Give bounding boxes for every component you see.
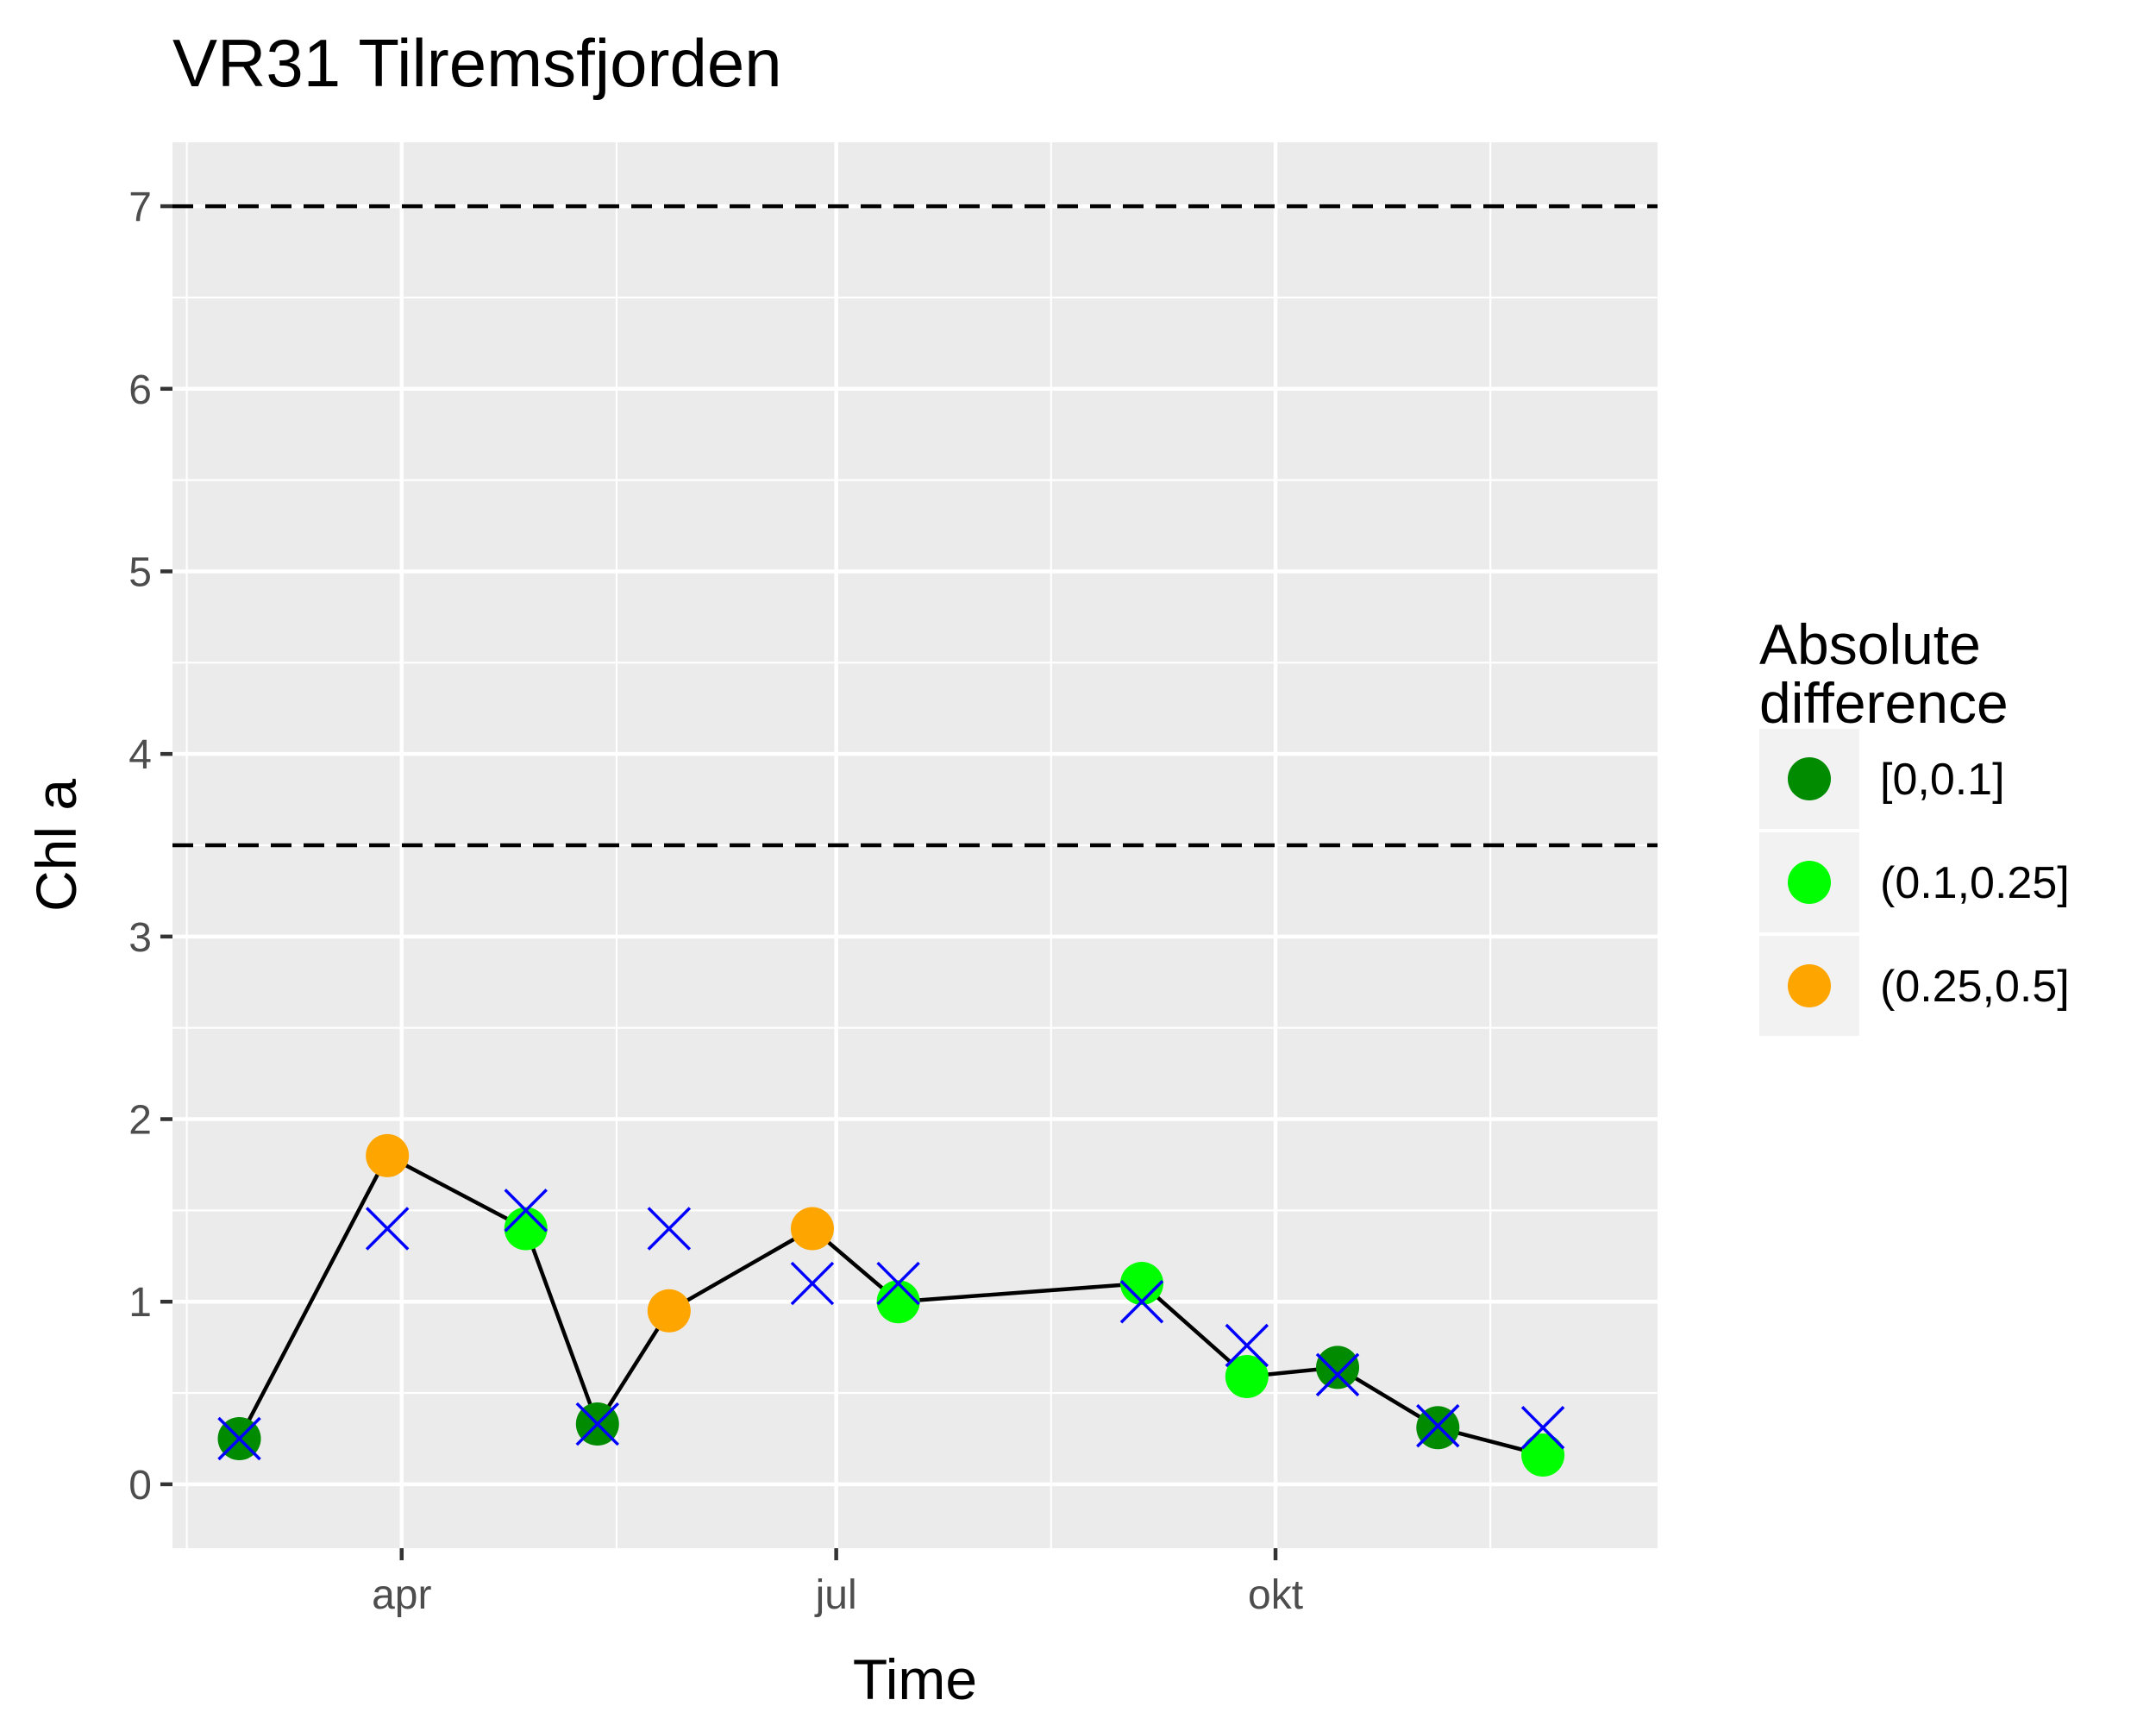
data-point bbox=[876, 1280, 920, 1324]
legend-label: (0.25,0.5] bbox=[1880, 962, 2070, 1012]
cross-marker bbox=[217, 1416, 261, 1461]
data-point bbox=[504, 1207, 548, 1251]
cross-marker bbox=[575, 1402, 620, 1446]
data-point bbox=[366, 1133, 410, 1177]
y-tick-label: 1 bbox=[128, 1280, 152, 1326]
cross-stroke bbox=[365, 1207, 410, 1251]
cross-stroke bbox=[647, 1207, 692, 1251]
cross-marker bbox=[365, 1207, 410, 1251]
cross-marker bbox=[647, 1207, 692, 1251]
y-tick-label: 2 bbox=[128, 1098, 152, 1144]
legend-swatch bbox=[1788, 861, 1831, 904]
cross-marker bbox=[1119, 1279, 1164, 1324]
y-axis-title: Chl a bbox=[24, 779, 88, 912]
legend-swatch bbox=[1788, 964, 1831, 1007]
cross-marker bbox=[1315, 1352, 1360, 1397]
cross-stroke bbox=[1416, 1403, 1460, 1448]
y-tick-label: 3 bbox=[128, 915, 152, 961]
cross-stroke bbox=[504, 1189, 548, 1233]
legend-label: (0.1,0.25] bbox=[1880, 858, 2070, 908]
data-point bbox=[1225, 1355, 1269, 1399]
cross-stroke bbox=[790, 1261, 835, 1306]
cross-stroke bbox=[1315, 1352, 1360, 1397]
cross-markers-layer bbox=[217, 1189, 1565, 1461]
y-tick-label: 0 bbox=[128, 1463, 152, 1509]
cross-marker bbox=[790, 1261, 835, 1306]
x-axis: apr jul okt bbox=[372, 1548, 1303, 1618]
cross-marker bbox=[1416, 1403, 1460, 1448]
cross-marker bbox=[876, 1261, 920, 1306]
y-tick-label: 7 bbox=[128, 185, 152, 230]
cross-stroke bbox=[876, 1261, 920, 1306]
cross-stroke bbox=[575, 1402, 620, 1446]
cross-stroke bbox=[1119, 1279, 1164, 1324]
x-tick-label: jul bbox=[814, 1572, 857, 1618]
data-point bbox=[1521, 1433, 1565, 1477]
y-tick-label: 6 bbox=[128, 367, 152, 413]
cross-marker bbox=[1520, 1406, 1565, 1450]
cross-stroke bbox=[1225, 1323, 1269, 1368]
y-tick-label: 5 bbox=[128, 549, 152, 595]
data-point bbox=[647, 1289, 691, 1333]
x-axis-title: Time bbox=[853, 1647, 977, 1711]
cross-marker bbox=[1225, 1323, 1269, 1368]
grid-major bbox=[172, 142, 1658, 1548]
chart-title: VR31 Tilremsfjorden bbox=[172, 25, 782, 101]
data-point bbox=[1120, 1262, 1164, 1306]
legend-label: [0,0.1] bbox=[1880, 755, 2005, 805]
legend-title: difference bbox=[1759, 671, 2009, 735]
legend-swatch bbox=[1788, 757, 1831, 800]
reference-lines bbox=[172, 204, 1658, 848]
x-tick-label: okt bbox=[1248, 1572, 1303, 1618]
legend-title: Absolute bbox=[1759, 612, 1981, 676]
cross-stroke bbox=[1520, 1406, 1565, 1450]
cross-stroke bbox=[217, 1416, 261, 1461]
y-axis: 0 1 2 3 4 5 6 7 bbox=[128, 185, 172, 1509]
data-point bbox=[1316, 1346, 1360, 1389]
data-point bbox=[790, 1207, 834, 1251]
x-tick-label: apr bbox=[372, 1572, 431, 1618]
y-tick-label: 4 bbox=[128, 732, 152, 778]
cross-marker bbox=[504, 1189, 548, 1233]
